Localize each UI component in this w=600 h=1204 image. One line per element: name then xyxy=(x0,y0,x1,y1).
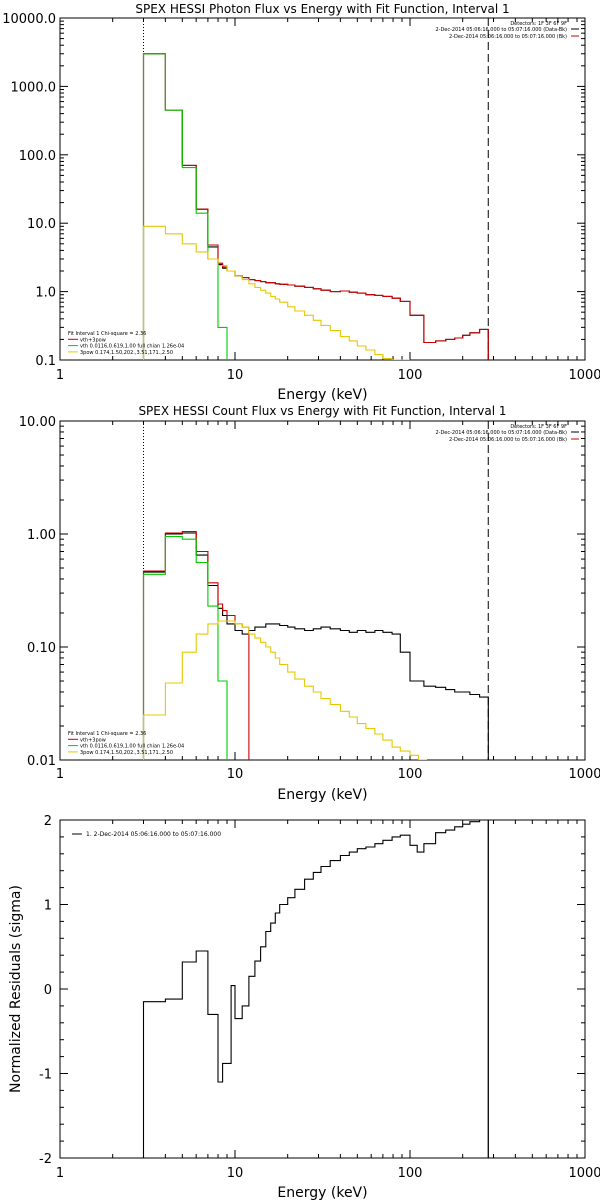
legend-entry: 2-Dec-2014 05:06:16.000 to 05:07:16.000 … xyxy=(435,430,567,436)
x-tick-label: 10 xyxy=(227,1166,244,1181)
legend-entry: 2-Dec-2014 05:06:16.000 to 05:07:16.000 … xyxy=(435,27,567,33)
y-axis-label: Normalized Residuals (sigma) xyxy=(8,885,24,1093)
legend-entry: Fit Interval 1 Chi-square = 2.36 xyxy=(68,731,146,737)
chart-panel-2: SPEX HESSI Count Flux vs Energy with Fit… xyxy=(19,404,600,803)
y-tick-label: 2 xyxy=(44,814,52,829)
series-line-1 xyxy=(142,53,489,360)
chart-title: SPEX HESSI Count Flux vs Energy with Fit… xyxy=(138,404,506,418)
x-tick-label: 1000 xyxy=(568,368,600,383)
series-line-3 xyxy=(142,53,228,360)
x-tick-label: 1 xyxy=(56,767,64,782)
legend-entry: Detectors: 1F 3F 6F 9F xyxy=(510,21,567,27)
y-tick-label: 1 xyxy=(44,899,52,914)
series-line-4 xyxy=(142,225,410,360)
plot-frame xyxy=(59,420,586,761)
series-line-3 xyxy=(142,535,228,760)
series-line-4 xyxy=(142,620,427,760)
y-tick-label: 1.0 xyxy=(35,286,56,301)
y-tick-label: 0 xyxy=(44,983,52,998)
legend-entry: Fit Interval 1 Chi-square = 2.36 xyxy=(68,331,146,337)
legend-entry: Detectors: 1F 3F 6F 9F xyxy=(510,424,567,430)
x-tick-label: 10 xyxy=(227,368,244,383)
y-tick-label: 0.10 xyxy=(27,641,56,656)
y-tick-label: 10.0 xyxy=(27,217,56,232)
plot-frame xyxy=(59,17,586,361)
x-tick-label: 1 xyxy=(56,368,64,383)
legend-entry: 3pow 0.174,1.50,202.,3.51,171.,2.50 xyxy=(80,350,173,356)
legend-entry: 3pow 0.174,1.50,202.,3.51,171.,2.50 xyxy=(80,750,173,756)
x-tick-label: 100 xyxy=(398,767,423,782)
x-tick-label: 1 xyxy=(56,1166,64,1181)
chart-panel-1: SPEX HESSI Photon Flux vs Energy with Fi… xyxy=(2,2,600,403)
y-tick-label: 100.0 xyxy=(19,149,56,164)
series-group xyxy=(142,531,489,760)
y-tick-label: 0.01 xyxy=(27,754,56,769)
x-axis-label: Energy (keV) xyxy=(277,787,367,803)
series-line-1 xyxy=(142,820,489,1158)
y-tick-label: -1 xyxy=(39,1068,52,1083)
x-tick-label: 10 xyxy=(227,767,244,782)
y-tick-label: 10000.0 xyxy=(2,12,56,27)
x-axis-label: Energy (keV) xyxy=(277,387,367,403)
series-group xyxy=(142,820,489,1158)
x-tick-label: 100 xyxy=(398,368,423,383)
plot-frame xyxy=(59,819,586,1159)
x-tick-label: 1000 xyxy=(568,767,600,782)
legend-entry: 2-Dec-2014 05:06:16.000 to 05:07:16.000 … xyxy=(449,437,567,443)
y-tick-label: -2 xyxy=(39,1152,52,1167)
legend-entry: 1. 2-Dec-2014 05:06:16.000 to 05:07:16.0… xyxy=(86,831,221,838)
series-group xyxy=(142,53,489,360)
legend-entry: vth+3pow xyxy=(80,337,106,343)
x-axis-label: Energy (keV) xyxy=(277,1185,367,1200)
y-tick-label: 1000.0 xyxy=(11,80,57,95)
x-tick-label: 100 xyxy=(398,1166,423,1181)
legend-entry: 2-Dec-2014 05:06:16.000 to 05:07:16.000 … xyxy=(449,34,567,40)
y-tick-label: 1.00 xyxy=(27,528,56,543)
x-tick-label: 1000 xyxy=(568,1166,600,1181)
legend-entry: vth 0.0116,0.619,1.00 full chian 1.26e-0… xyxy=(80,744,184,750)
series-line-2 xyxy=(142,53,489,360)
series-line-1 xyxy=(142,532,489,760)
chart-title: SPEX HESSI Photon Flux vs Energy with Fi… xyxy=(135,2,509,16)
y-tick-label: 10.00 xyxy=(19,415,56,430)
y-tick-label: 0.1 xyxy=(35,354,56,369)
legend-entry: vth+3pow xyxy=(80,737,106,743)
legend-entry: vth 0.0116,0.619,1.00 full chian 1.26e-0… xyxy=(80,344,184,350)
